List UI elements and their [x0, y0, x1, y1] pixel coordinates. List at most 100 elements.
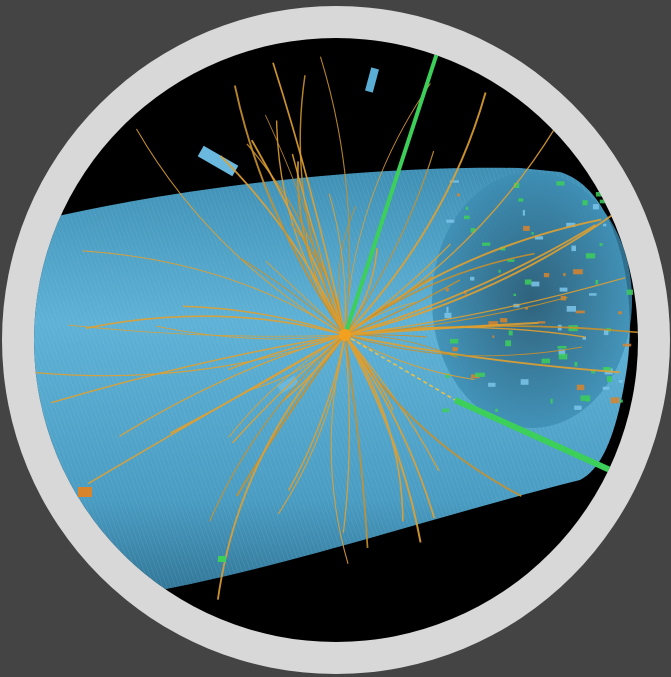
detector-endcap: [432, 172, 632, 428]
hit: [456, 193, 460, 197]
track: [85, 315, 346, 336]
track: [330, 334, 349, 564]
track: [265, 260, 346, 336]
hit: [618, 380, 623, 383]
hit: [482, 242, 491, 246]
track: [136, 128, 346, 336]
track: [232, 334, 346, 444]
track: [344, 277, 626, 336]
track: [182, 305, 346, 336]
hit: [592, 204, 599, 210]
hit: [523, 225, 530, 231]
hit: [622, 343, 632, 347]
hit: [575, 310, 585, 314]
hit: [525, 306, 528, 310]
hit: [543, 273, 550, 278]
track: [344, 334, 582, 357]
hit: [550, 398, 553, 404]
hit: [444, 312, 452, 319]
track: [344, 302, 416, 336]
hit: [576, 384, 585, 391]
hit: [557, 346, 567, 349]
hit: [610, 397, 620, 404]
hit: [595, 280, 599, 285]
energy-deposit: [78, 487, 92, 497]
hit: [582, 200, 588, 206]
hit: [556, 181, 565, 186]
detector-block: [197, 145, 239, 177]
track: [51, 334, 346, 404]
track: [344, 150, 435, 336]
hit: [537, 321, 546, 324]
hit: [591, 370, 596, 374]
hit: [463, 215, 470, 220]
track: [228, 334, 346, 371]
hit: [589, 293, 597, 296]
hit: [442, 408, 450, 413]
hit: [446, 306, 449, 313]
hit: [449, 180, 459, 183]
track: [277, 334, 346, 515]
muon-track: [343, 49, 440, 336]
hit: [563, 273, 566, 277]
hit: [488, 321, 498, 326]
collision-vertex: [339, 329, 351, 341]
track: [209, 334, 346, 522]
track: [344, 252, 535, 336]
track: [344, 334, 436, 519]
track: [342, 334, 351, 533]
muon-track-inner: [344, 334, 456, 401]
track: [34, 334, 346, 377]
hit: [452, 347, 458, 352]
track: [344, 224, 597, 336]
hit: [446, 219, 455, 223]
hit: [571, 245, 576, 252]
hit: [566, 306, 576, 312]
hit: [505, 340, 511, 347]
hit: [585, 253, 596, 259]
hit: [465, 206, 469, 210]
hit: [450, 338, 459, 344]
hit: [520, 379, 529, 385]
track: [82, 250, 346, 336]
hit: [580, 395, 591, 402]
hit: [620, 399, 623, 403]
hit: [574, 405, 582, 410]
hit: [573, 269, 583, 275]
track: [281, 334, 346, 403]
hit: [492, 335, 495, 338]
track: [272, 62, 346, 336]
hit: [599, 243, 603, 246]
track: [299, 75, 346, 336]
hit: [559, 287, 568, 292]
track: [170, 334, 346, 434]
track: [220, 155, 346, 336]
hit: [626, 289, 633, 295]
hit: [513, 293, 516, 296]
hit: [470, 228, 476, 233]
hit: [445, 373, 450, 379]
hit: [582, 336, 586, 340]
hit: [522, 209, 525, 216]
hit: [558, 353, 568, 360]
hit: [531, 232, 534, 235]
hit: [603, 223, 607, 227]
hit: [498, 269, 501, 273]
hit: [495, 408, 498, 412]
track: [344, 92, 487, 336]
track: [296, 161, 346, 336]
particle-tracks: [34, 56, 638, 600]
hit: [604, 367, 611, 371]
track: [68, 324, 346, 337]
hit: [541, 358, 551, 364]
hit: [534, 236, 544, 240]
track: [344, 321, 539, 336]
hit: [574, 361, 578, 367]
detector: [34, 49, 638, 610]
hit: [558, 349, 566, 356]
track: [328, 193, 347, 336]
hit: [500, 318, 508, 323]
hit: [488, 382, 496, 387]
